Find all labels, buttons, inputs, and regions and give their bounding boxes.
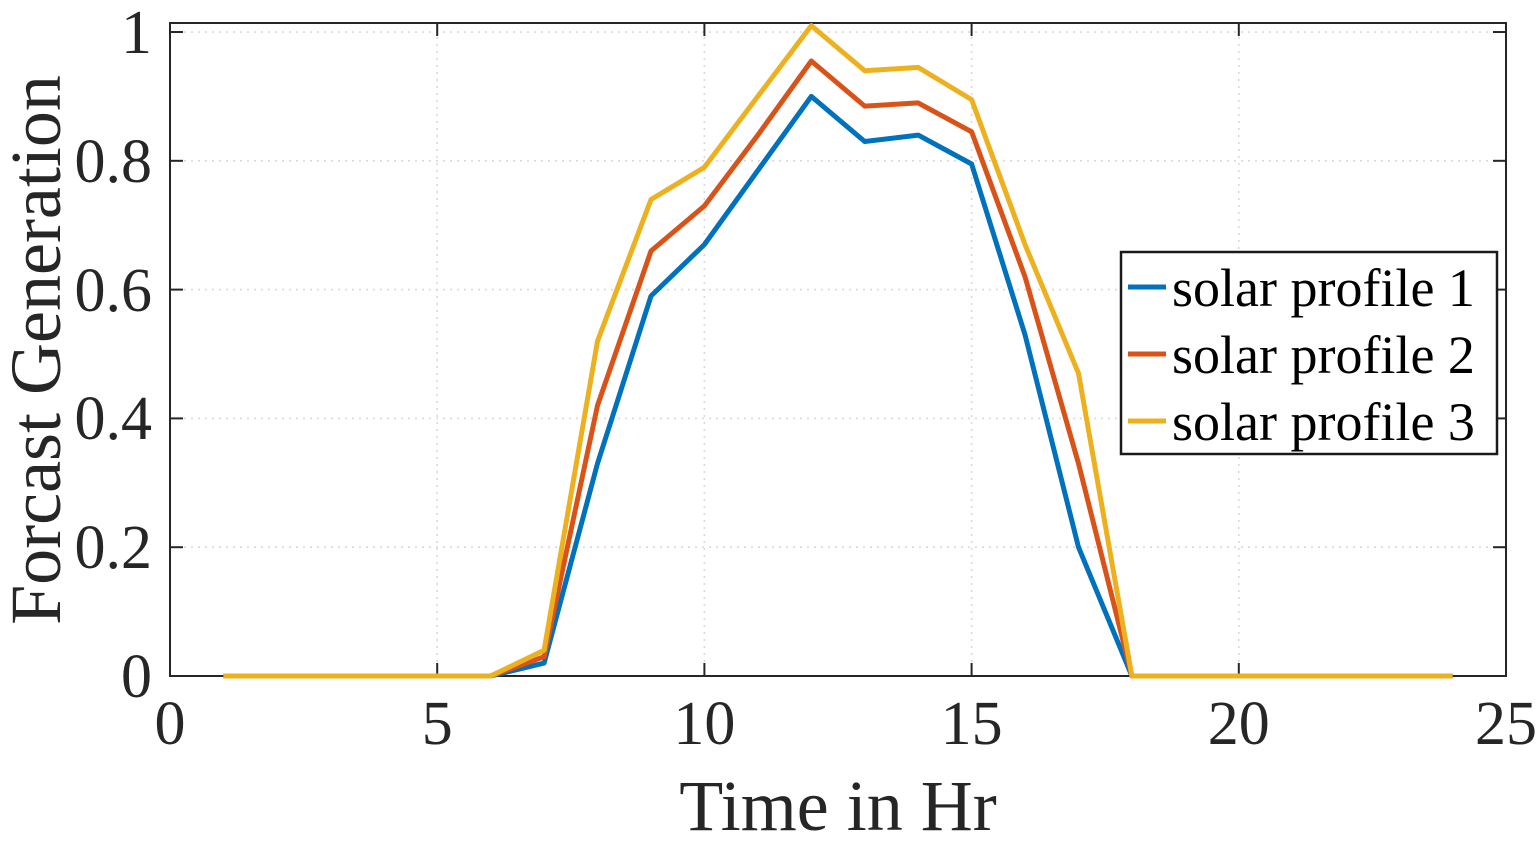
y-tick-label: 0 — [121, 643, 152, 711]
series-line-solar-profile-3 — [223, 23, 1453, 679]
x-tick-label: 20 — [1208, 690, 1270, 758]
plot-border — [169, 22, 1507, 677]
legend: solar profile 1 solar profile 2 solar pr… — [1119, 250, 1499, 456]
x-tick-label: 10 — [673, 690, 735, 758]
y-tick-label: 0.6 — [75, 257, 153, 325]
data-series-lines — [223, 23, 1453, 679]
y-tick-label: 0.4 — [75, 385, 153, 453]
legend-entry: solar profile 2 — [1128, 325, 1475, 385]
legend-entry: solar profile 1 — [1128, 258, 1475, 318]
y-tick-label: 0.8 — [75, 128, 153, 196]
x-tick-label: 25 — [1475, 690, 1536, 758]
x-axis-label: Time in Hr — [679, 766, 996, 843]
x-tick-label: 5 — [422, 690, 453, 758]
legend-entry-label: solar profile 1 — [1172, 258, 1475, 318]
legend-box — [1119, 250, 1499, 456]
legend-entry: solar profile 3 — [1128, 392, 1475, 452]
y-tick-label: 1 — [121, 0, 152, 67]
legend-entry-label: solar profile 2 — [1172, 325, 1475, 385]
y-axis-label: Forcast Generation — [0, 75, 76, 625]
x-tick-label: 0 — [155, 690, 186, 758]
axes-box — [169, 22, 1507, 677]
legend-entry-label: solar profile 3 — [1172, 392, 1475, 452]
x-tick-label: 15 — [941, 690, 1003, 758]
y-tick-label: 0.2 — [75, 514, 153, 582]
